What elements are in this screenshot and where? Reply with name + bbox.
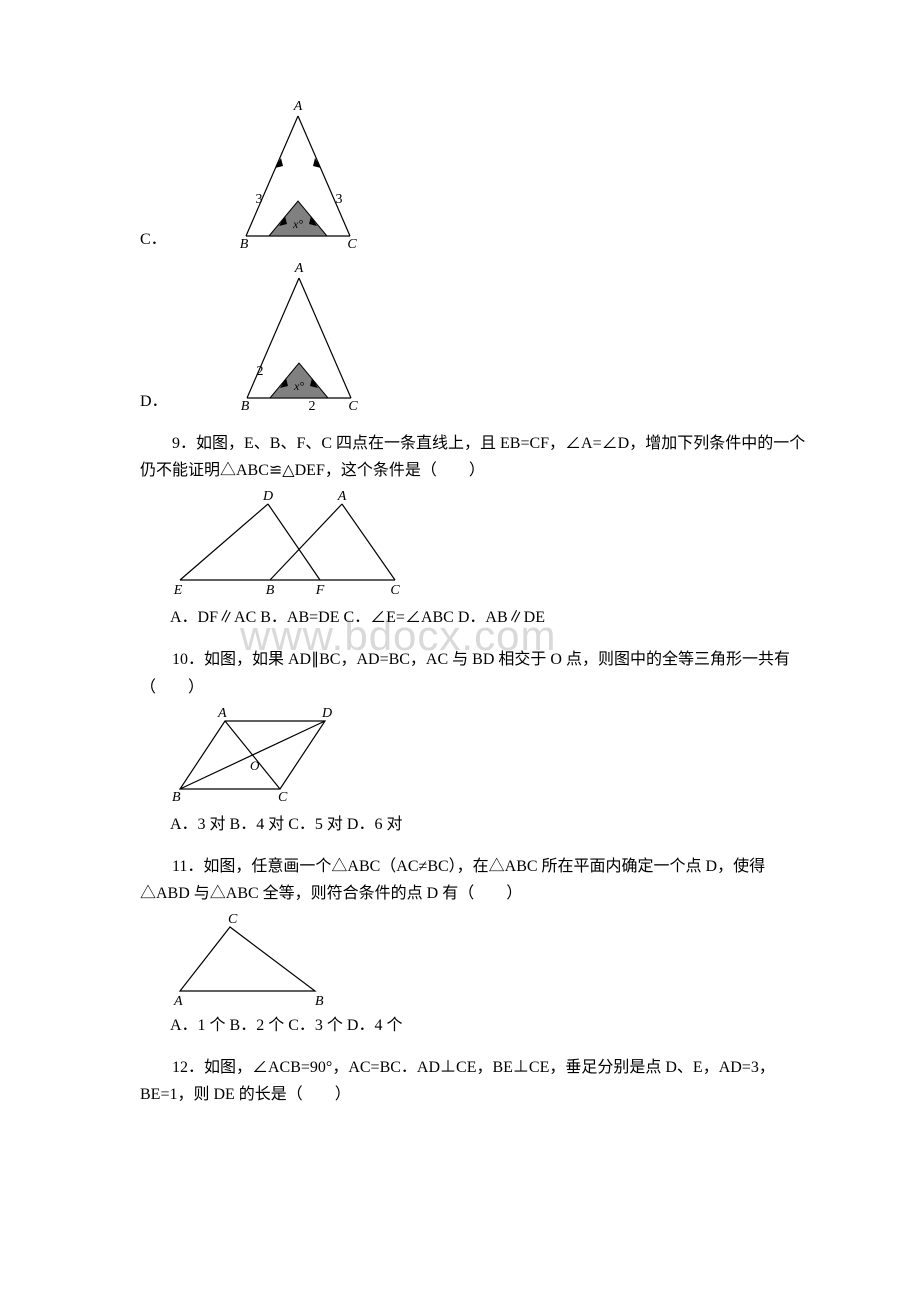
q11-A: A [173, 994, 183, 1006]
option-d-label: D． [140, 393, 168, 410]
question-11-figure-block: C A B [170, 911, 810, 1006]
figure-q9: D A E B F C [170, 488, 410, 598]
figure-q11: C A B [170, 911, 330, 1006]
fig-c-C: C [347, 237, 357, 248]
option-c-row: C． A 3 3 x° B [140, 94, 810, 252]
question-9-options: A．DF∥AC B．AB=DE C．∠E=∠ABC D．AB∥DE [170, 606, 810, 630]
question-10-options: A．3 对 B．4 对 C．5 对 D．6 对 [170, 813, 810, 837]
figure-option-d: A 2 2 x° B C [232, 260, 367, 410]
question-9-text: 9．如图，E、B、F、C 四点在一条直线上，且 EB=CF，∠A=∠D，增加下列… [140, 430, 810, 484]
fig-d-angle: x° [293, 379, 304, 393]
fig-d-C: C [348, 399, 358, 410]
fig-c-A: A [292, 99, 302, 114]
fig-d-B: B [240, 399, 249, 410]
fig-c-right: 3 [335, 192, 342, 207]
q10-D: D [321, 706, 332, 721]
option-d-row: D． A 2 2 x° B C [140, 256, 810, 414]
fig-c-B: B [239, 237, 248, 248]
q9-A: A [337, 489, 347, 504]
q9-D: D [262, 489, 273, 504]
q9-B: B [266, 583, 275, 598]
option-c-label: C． [140, 231, 167, 248]
fig-d-left: 2 [256, 364, 263, 379]
fig-c-angle: x° [292, 217, 303, 231]
question-12-text: 12．如图，∠ACB=90°，AC=BC．AD⊥CE，BE⊥CE，垂足分别是点 … [140, 1054, 810, 1108]
q9-F: F [315, 583, 325, 598]
q9-E: E [173, 583, 183, 598]
q11-B: B [315, 994, 324, 1006]
q10-B: B [172, 790, 181, 805]
figure-q10: A D B C O [170, 705, 340, 805]
question-10-figure-block: A D B C O [170, 705, 810, 805]
question-11-text: 11．如图，任意画一个△ABC（AC≠BC），在△ABC 所在平面内确定一个点 … [140, 853, 810, 907]
q10-O: O [250, 758, 260, 773]
q10-C: C [278, 790, 288, 805]
fig-c-left: 3 [255, 192, 262, 207]
fig-d-right: 2 [308, 399, 315, 410]
question-9-figure-block: D A E B F C [170, 488, 810, 598]
q11-C: C [228, 912, 238, 927]
q9-C: C [390, 583, 400, 598]
question-11-options: A．1 个 B．2 个 C．3 个 D．4 个 [170, 1014, 810, 1038]
question-10-text: 10．如图，如果 AD∥BC，AD=BC，AC 与 BD 相交于 O 点，则图中… [140, 646, 810, 700]
figure-option-c: A 3 3 x° B C [231, 98, 366, 248]
fig-d-A: A [293, 261, 303, 276]
q10-A: A [217, 706, 227, 721]
